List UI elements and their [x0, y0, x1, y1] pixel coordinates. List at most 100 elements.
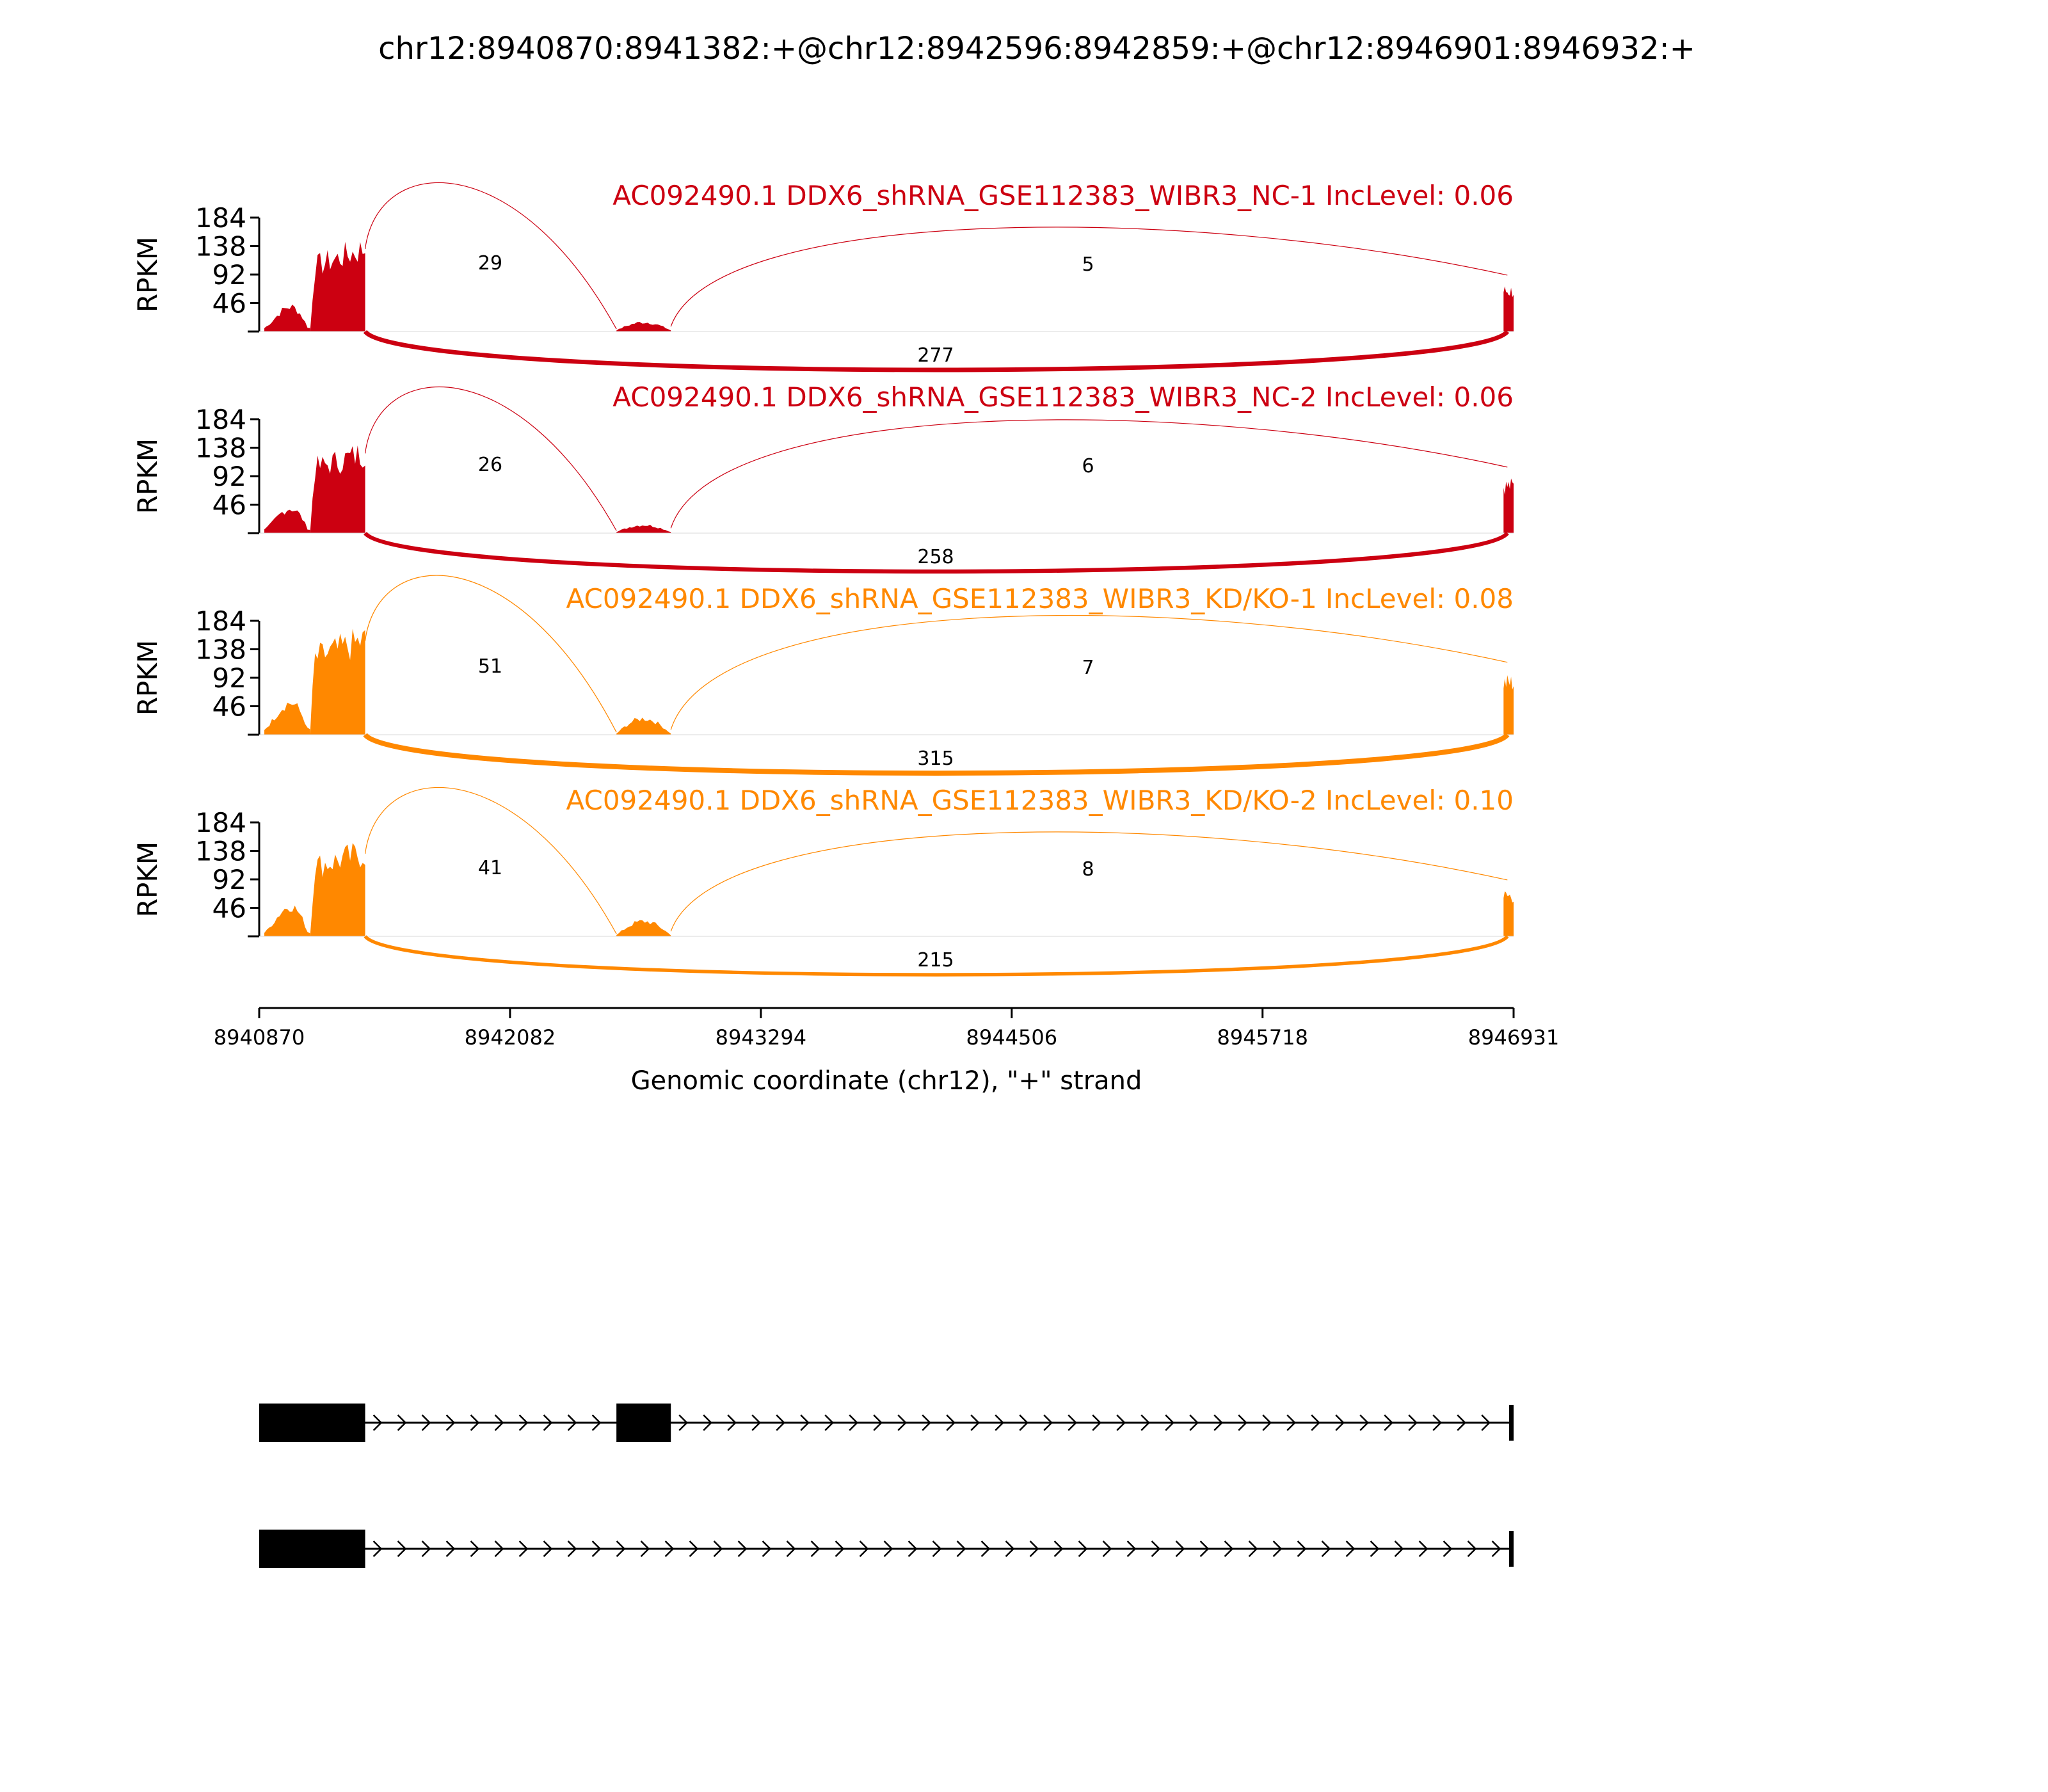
strand-arrow-icon	[737, 1540, 748, 1557]
strand-arrow-icon	[1189, 1414, 1199, 1431]
junction-count: 8	[1082, 858, 1094, 881]
sample-title: AC092490.1 DDX6_shRNA_GSE112383_WIBR3_NC…	[612, 180, 1514, 211]
strand-arrow-icon	[703, 1414, 712, 1431]
strand-arrow-icon	[980, 1540, 991, 1557]
exon3-coverage	[1503, 675, 1514, 735]
exon1-coverage-b	[310, 843, 365, 936]
junction-arc	[670, 419, 1508, 529]
exon-box	[616, 1404, 671, 1442]
strand-arrow-icon	[824, 1414, 834, 1431]
junction-label-bg	[471, 858, 509, 879]
y-axis-label: RPKM	[132, 640, 163, 716]
strand-arrow-icon	[1384, 1414, 1393, 1431]
strand-arrow-icon	[946, 1414, 956, 1431]
junction-label-bg	[909, 748, 962, 770]
junction-arc	[364, 935, 1509, 977]
strand-arrow-icon	[445, 1540, 456, 1557]
junction-arc	[670, 831, 1508, 932]
strand-arrow-icon	[883, 1540, 893, 1557]
strand-arrow-icon	[494, 1540, 504, 1557]
y-tick-label: 138	[195, 836, 246, 867]
junction-label-bg	[1076, 657, 1100, 679]
y-tick-label: 46	[212, 893, 246, 924]
junction-count: 315	[917, 748, 954, 770]
strand-arrow-icon	[1116, 1414, 1126, 1431]
strand-arrow-icon	[1408, 1414, 1418, 1431]
x-tick-label: 8944506	[966, 1025, 1058, 1050]
strand-arrow-icon	[1151, 1540, 1161, 1557]
junction-count: 41	[478, 857, 502, 879]
strand-arrow-icon	[1418, 1540, 1428, 1557]
strand-arrow-icon	[1370, 1540, 1380, 1557]
strand-arrow-icon	[1432, 1414, 1442, 1431]
junction-count: 6	[1082, 455, 1094, 477]
strand-arrow-icon	[1068, 1414, 1077, 1431]
strand-arrow-icon	[640, 1540, 650, 1557]
exon1-coverage-a	[264, 702, 310, 735]
strand-arrow-icon	[1481, 1414, 1491, 1431]
junction-count: 5	[1082, 253, 1094, 276]
x-axis: 8940870 8942082 8943294 8944506 8945718 89469…	[214, 1007, 1559, 1050]
strand-arrow-icon	[1005, 1540, 1015, 1557]
strand-arrow-icon	[664, 1540, 675, 1557]
strand-arrow-icon	[567, 1540, 577, 1557]
strand-arrow-icon	[932, 1540, 942, 1557]
strand-arrow-icon	[1262, 1414, 1272, 1431]
sample-title: AC092490.1 DDX6_shRNA_GSE112383_WIBR3_KD…	[566, 785, 1514, 816]
strand-arrow-icon	[897, 1414, 907, 1431]
exon-box	[1509, 1531, 1514, 1567]
junction-label-bg	[909, 345, 962, 367]
isoform-track	[259, 1404, 1514, 1568]
junction-arc	[364, 531, 1509, 574]
strand-arrow-icon	[1248, 1540, 1258, 1557]
strand-arrow-icon	[1457, 1414, 1466, 1431]
strand-arrow-icon	[1443, 1540, 1453, 1557]
strand-arrow-icon	[995, 1414, 1004, 1431]
strand-arrow-icon	[397, 1414, 407, 1431]
strand-arrow-icon	[1140, 1414, 1150, 1431]
strand-arrow-icon	[751, 1414, 761, 1431]
strand-arrow-icon	[810, 1540, 820, 1557]
y-axis-label: RPKM	[132, 842, 163, 917]
strand-arrow-icon	[518, 1540, 529, 1557]
y-tick-label: 184	[195, 404, 246, 435]
exon2-coverage	[616, 920, 671, 936]
strand-arrow-icon	[1286, 1414, 1296, 1431]
junction-count: 277	[917, 344, 954, 367]
y-axis-label: RPKM	[132, 237, 163, 312]
strand-arrow-icon	[1175, 1540, 1185, 1557]
y-tick-label: 184	[195, 605, 246, 637]
y-tick-label: 184	[195, 202, 246, 234]
strand-arrow-icon	[762, 1540, 772, 1557]
strand-arrow-icon	[800, 1414, 810, 1431]
strand-arrow-icon	[1335, 1414, 1345, 1431]
strand-arrow-icon	[1092, 1414, 1101, 1431]
y-tick-label: 46	[212, 490, 246, 521]
junction-label-bg	[471, 656, 509, 678]
exon1-coverage-b	[310, 628, 365, 735]
strand-arrow-icon	[786, 1540, 796, 1557]
strand-arrow-icon	[1043, 1414, 1053, 1431]
y-tick-label: 138	[195, 231, 246, 262]
junction-arc	[363, 330, 1510, 372]
sample-title: AC092490.1 DDX6_shRNA_GSE112383_WIBR3_NC…	[612, 381, 1514, 413]
exon2-coverage	[616, 322, 671, 332]
junction-label-bg	[1076, 456, 1100, 477]
strand-arrow-icon	[397, 1540, 407, 1557]
strand-arrow-icon	[1491, 1540, 1501, 1557]
exon3-coverage	[1503, 286, 1514, 332]
chart-title: chr12:8940870:8941382:+@chr12:8942596:89…	[378, 31, 1695, 67]
strand-arrow-icon	[591, 1540, 602, 1557]
y-tick-label: 138	[195, 634, 246, 666]
strand-arrow-icon	[591, 1414, 602, 1431]
junction-arc	[670, 227, 1508, 327]
strand-arrow-icon	[616, 1540, 626, 1557]
y-tick-label: 46	[212, 288, 246, 319]
exon-box	[259, 1404, 365, 1442]
strand-arrow-icon	[1078, 1540, 1088, 1557]
exon-box	[1509, 1405, 1514, 1441]
y-axis-label: RPKM	[132, 438, 163, 514]
strand-arrow-icon	[1467, 1540, 1477, 1557]
y-tick-label: 92	[212, 662, 246, 694]
exon1-coverage-a	[264, 906, 310, 936]
